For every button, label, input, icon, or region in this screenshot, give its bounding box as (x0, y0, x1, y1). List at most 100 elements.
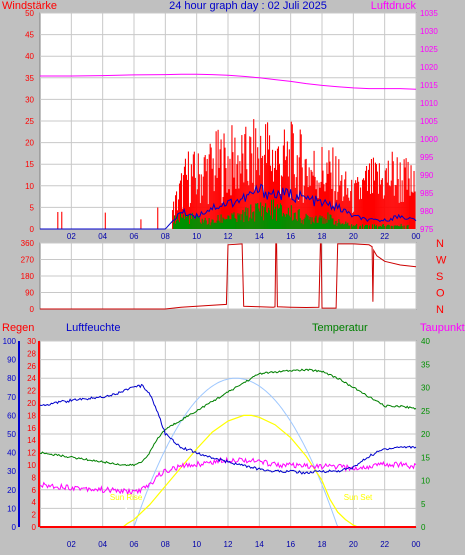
rain-tick-label: 12 (27, 449, 36, 458)
wind-tick-label: 40 (25, 52, 34, 61)
climate-time-tick-label: 00 (412, 540, 421, 549)
pressure-tick-label: 980 (420, 207, 434, 216)
temperature-tick-label: 15 (421, 453, 430, 462)
rain-tick-label: 18 (27, 411, 36, 420)
pressure-tick-label: 1030 (420, 27, 438, 36)
direction-tick-label: 360 (21, 239, 35, 248)
humidity-tick-label: 100 (3, 337, 17, 346)
climate-time-tick-label: 16 (286, 540, 295, 549)
climate-time-tick-label: 06 (130, 540, 139, 549)
wind-time-tick-label: 12 (224, 232, 233, 241)
humidity-tick-label: 90 (7, 356, 16, 365)
rain-tick-label: 20 (27, 399, 36, 408)
sunrise-label: Sun Rise (110, 493, 143, 502)
wind-tick-label: 25 (25, 117, 34, 126)
pressure-tick-label: 995 (420, 153, 434, 162)
climate-time-tick-label: 18 (318, 540, 327, 549)
rain-tick-label: 6 (32, 486, 37, 495)
humidity-label: Luftfeuchte (66, 322, 120, 334)
solar-radiation-line (40, 414, 416, 528)
humidity-line (39, 383, 417, 475)
humidity-tick-label: 20 (7, 486, 16, 495)
wind-time-tick-label: 00 (412, 232, 421, 241)
pressure-tick-label: 985 (420, 189, 434, 198)
dewpoint-label: Taupunkt (420, 322, 465, 334)
pressure-tick-label: 1025 (420, 45, 438, 54)
rain-tick-label: 14 (27, 436, 36, 445)
sunset-label: Sun Set (344, 493, 373, 502)
humidity-tick-label: 30 (7, 467, 16, 476)
wind-time-tick-label: 14 (255, 232, 264, 241)
wind-time-tick-label: 04 (98, 232, 107, 241)
wind-time-tick-label: 22 (380, 232, 389, 241)
rain-tick-label: 10 (27, 461, 36, 470)
temperature-line (39, 368, 417, 467)
wind-mean-line (40, 183, 417, 230)
pressure-tick-label: 1035 (420, 9, 438, 18)
temperature-tick-label: 5 (421, 500, 426, 509)
wind-tick-label: 30 (25, 95, 34, 104)
humidity-tick-label: 0 (12, 523, 17, 532)
pressure-tick-label: 975 (420, 225, 434, 234)
pressure-label: Luftdruck (371, 0, 417, 12)
rain-tick-label: 26 (27, 362, 36, 371)
temperature-tick-label: 10 (421, 477, 430, 486)
rain-tick-label: 30 (27, 337, 36, 346)
rain-tick-label: 2 (32, 511, 37, 520)
direction-tick-label: 180 (21, 272, 35, 281)
temperature-tick-label: 25 (421, 407, 430, 416)
wind-time-tick-label: 08 (161, 232, 170, 241)
wind-tick-label: 20 (25, 139, 34, 148)
temperature-tick-label: 20 (421, 430, 430, 439)
humidity-tick-label: 10 (7, 504, 16, 513)
rain-tick-label: 0 (32, 523, 37, 532)
humidity-tick-label: 70 (7, 393, 16, 402)
rain-tick-label: 24 (27, 374, 36, 383)
pressure-tick-label: 1020 (420, 63, 438, 72)
climate-time-tick-label: 22 (380, 540, 389, 549)
compass-label: O (436, 288, 445, 300)
wind-time-tick-label: 10 (192, 232, 201, 241)
direction-tick-label: 0 (30, 305, 35, 314)
rain-tick-label: 4 (32, 498, 37, 507)
wind-time-tick-label: 02 (67, 232, 76, 241)
temperature-tick-label: 0 (421, 523, 426, 532)
pressure-line (40, 73, 417, 90)
humidity-tick-label: 50 (7, 430, 16, 439)
rain-tick-label: 8 (32, 473, 37, 482)
compass-label: N (436, 238, 444, 250)
temperature-tick-label: 30 (421, 384, 430, 393)
pressure-tick-label: 1010 (420, 99, 438, 108)
temperature-tick-label: 35 (421, 360, 430, 369)
compass-label: S (436, 271, 443, 283)
wind-tick-label: 35 (25, 74, 34, 83)
wind-direction-line (40, 243, 417, 310)
rain-label: Regen (2, 322, 34, 334)
rain-tick-label: 28 (27, 349, 36, 358)
temperature-tick-label: 40 (421, 337, 430, 346)
compass-label: W (436, 255, 447, 267)
climate-time-tick-label: 02 (67, 540, 76, 549)
humidity-tick-label: 60 (7, 411, 16, 420)
climate-time-tick-label: 04 (98, 540, 107, 549)
wind-time-tick-label: 06 (130, 232, 139, 241)
humidity-tick-label: 40 (7, 449, 16, 458)
pressure-tick-label: 990 (420, 171, 434, 180)
humidity-tick-label: 80 (7, 374, 16, 383)
pressure-tick-label: 1015 (420, 81, 438, 90)
rain-tick-label: 16 (27, 424, 36, 433)
pressure-tick-label: 1000 (420, 135, 438, 144)
climate-time-tick-label: 08 (161, 540, 170, 549)
direction-tick-label: 90 (25, 289, 34, 298)
wind-time-tick-label: 20 (349, 232, 358, 241)
wind-time-tick-label: 16 (286, 232, 295, 241)
direction-tick-label: 270 (21, 256, 35, 265)
climate-time-tick-label: 10 (192, 540, 201, 549)
wind-tick-label: 15 (25, 160, 34, 169)
climate-time-tick-label: 14 (255, 540, 264, 549)
climate-time-tick-label: 12 (224, 540, 233, 549)
rain-tick-label: 22 (27, 387, 36, 396)
wind-tick-label: 0 (30, 225, 35, 234)
wind-tick-label: 5 (30, 203, 35, 212)
